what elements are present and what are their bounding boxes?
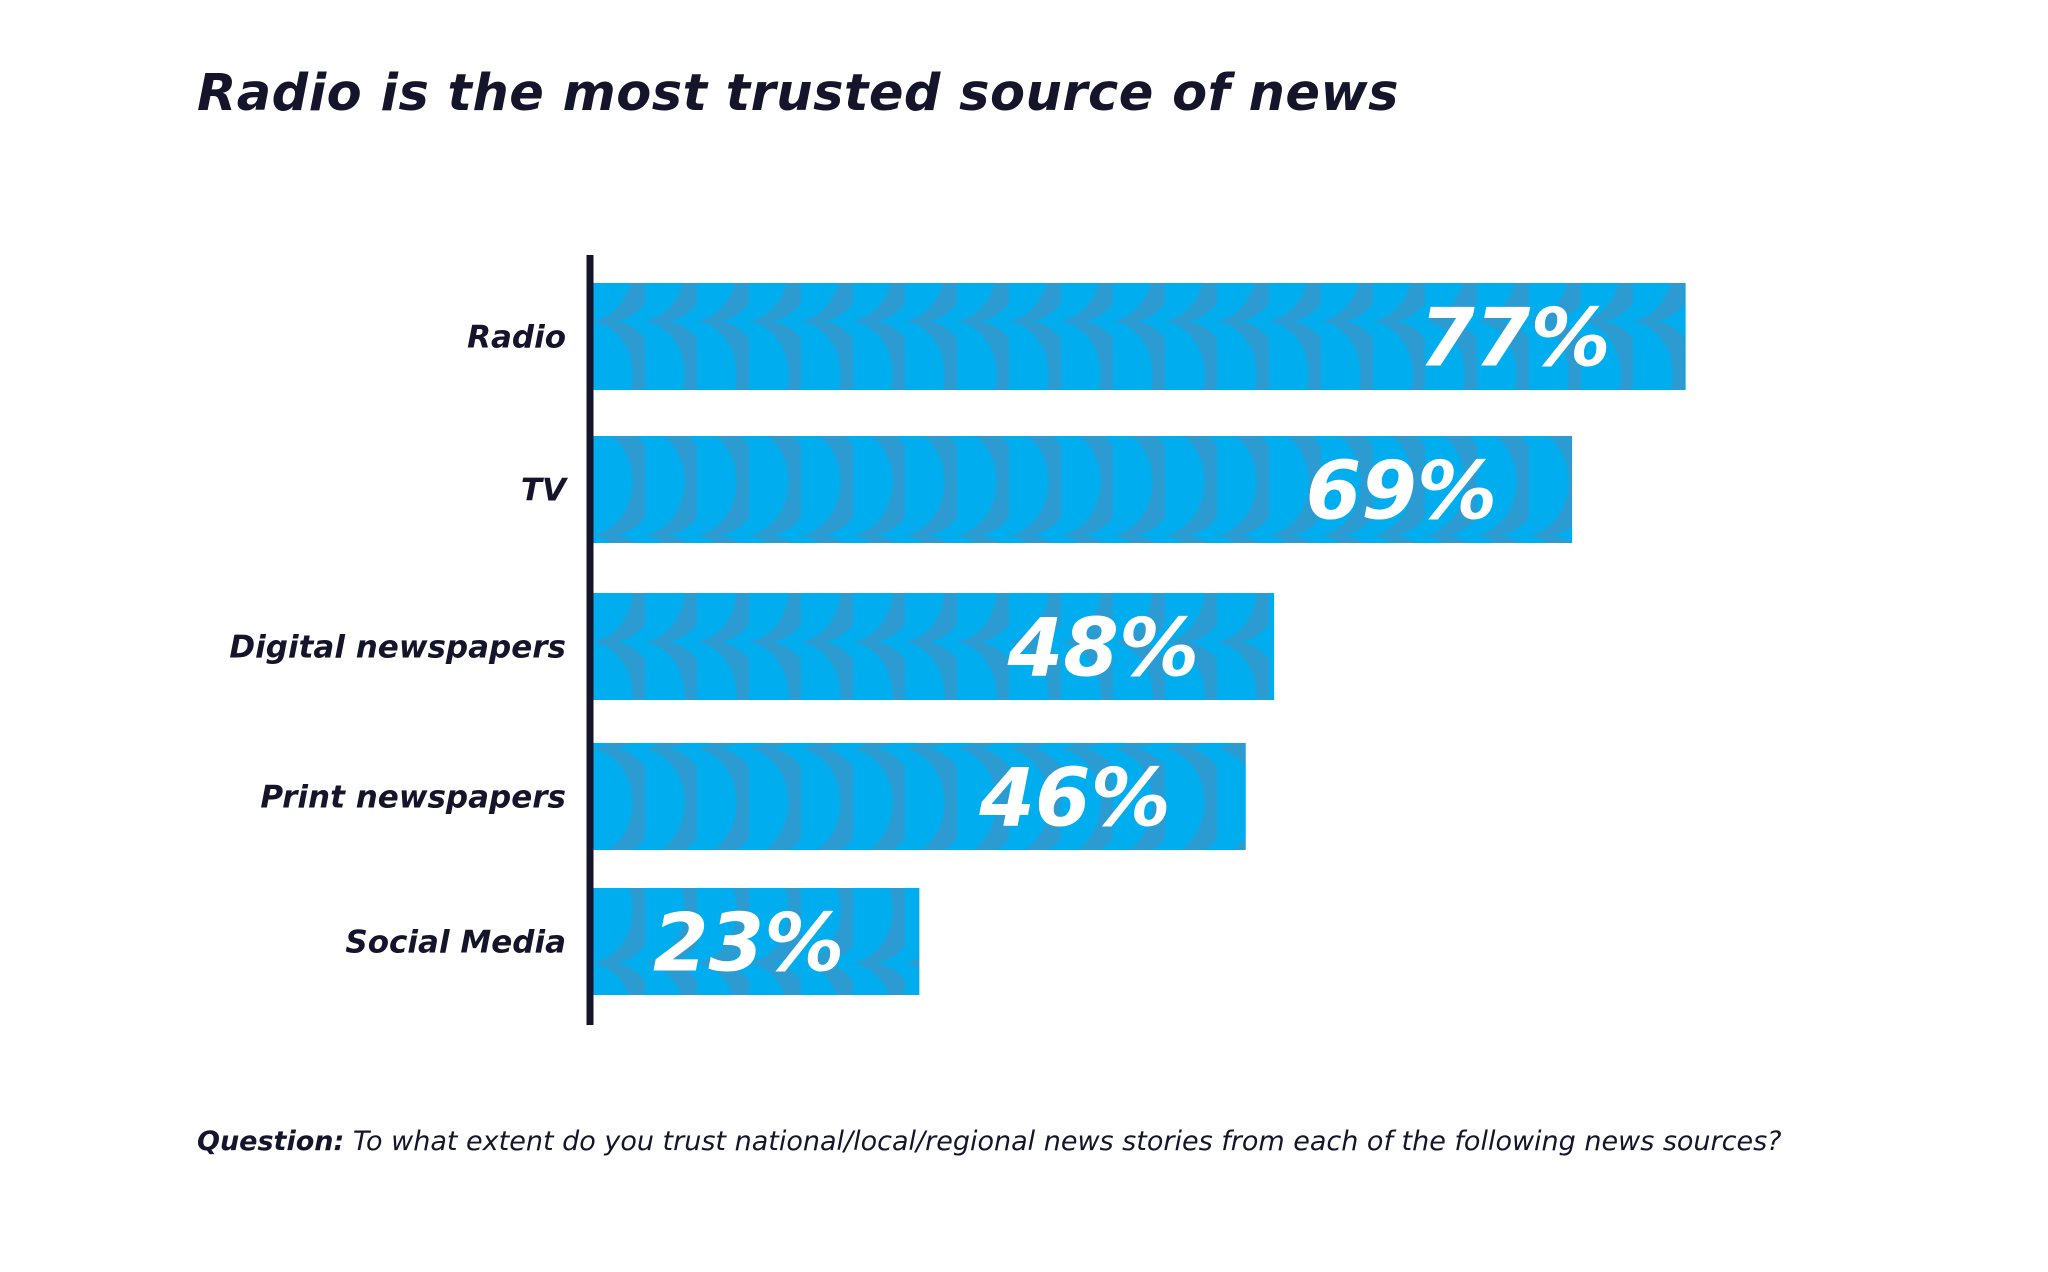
bar-print-newspapers — [593, 743, 1246, 850]
bar-radio — [593, 283, 1686, 390]
bars-layer: 77% Radio 69% TV 48% Digital newspapers 46% Pri… — [229, 283, 1686, 995]
value-label: 69% — [1306, 445, 1497, 538]
category-label: Digital newspapers — [229, 630, 566, 666]
value-label: 23% — [653, 897, 844, 990]
bar-social-media — [593, 888, 920, 995]
bar-tv — [593, 436, 1573, 543]
category-label: TV — [521, 473, 569, 509]
category-label: Print newspapers — [260, 780, 566, 816]
chart-title: Radio is the most trusted source of news — [197, 64, 1399, 123]
bar-digital-newspapers — [593, 593, 1275, 700]
category-label: Radio — [467, 320, 566, 356]
footnote-label: Question: — [197, 1126, 345, 1157]
value-label: 48% — [1007, 602, 1199, 695]
value-label: 46% — [978, 752, 1170, 845]
footnote: Question: To what extent do you trust na… — [197, 1126, 1782, 1157]
category-label: Social Media — [345, 925, 566, 961]
footnote-text: To what extent do you trust national/loc… — [344, 1126, 1782, 1157]
value-label: 77% — [1419, 292, 1610, 385]
